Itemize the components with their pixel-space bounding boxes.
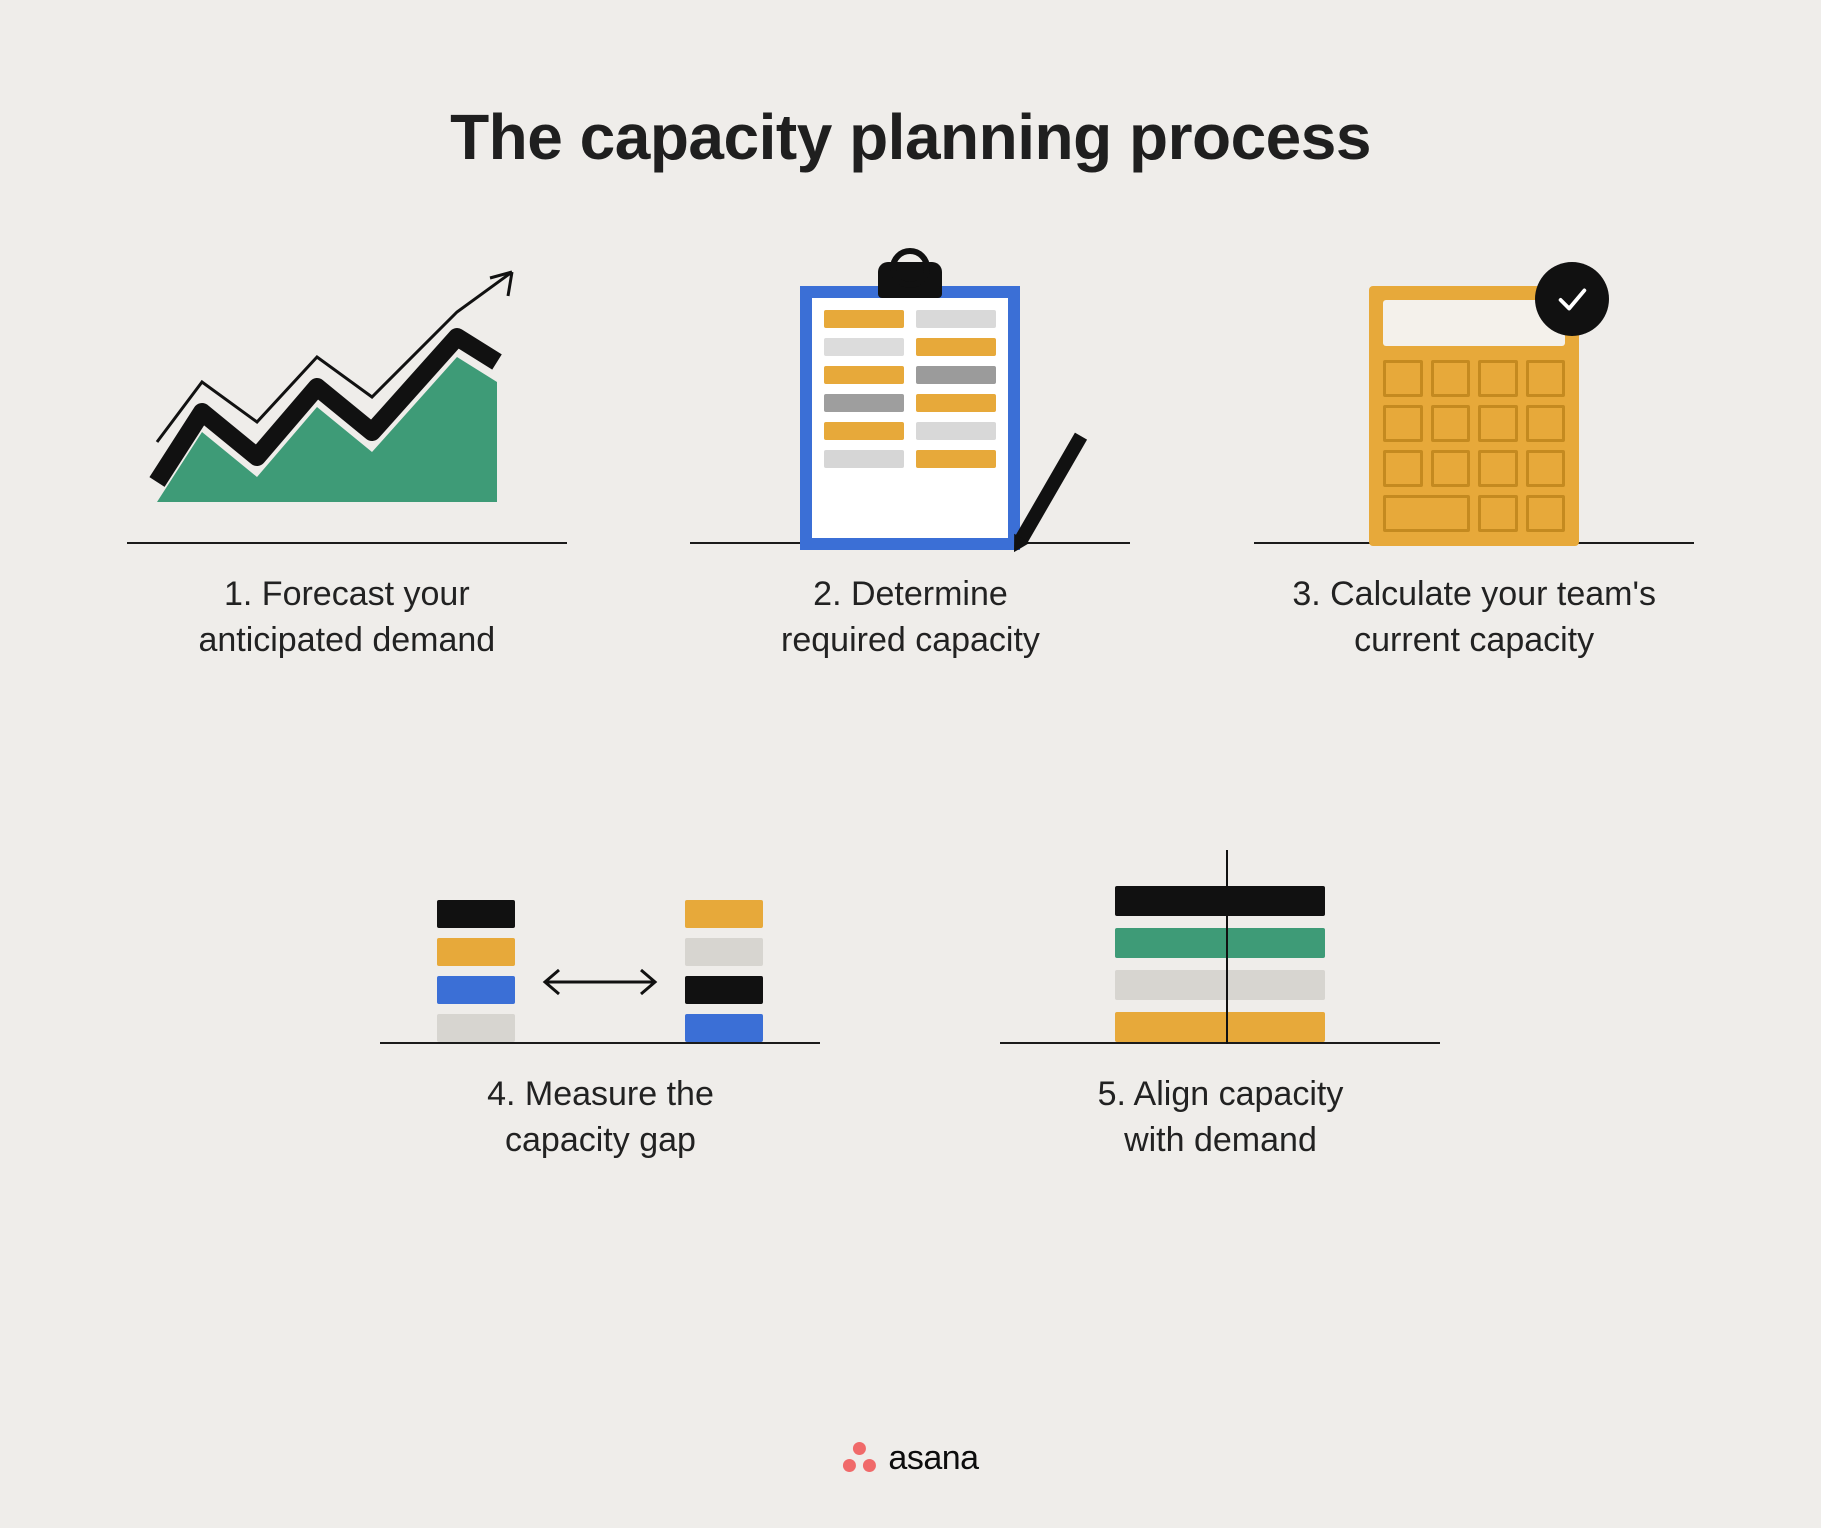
align-bar [1115,1012,1325,1042]
gap-bar [685,938,763,966]
gap-bar [437,900,515,928]
capacity-gap-icon [410,842,790,1042]
align-bar [1115,886,1325,916]
gap-left-stack [437,900,515,1042]
calculator-key [1478,405,1518,442]
growth-chart-svg [157,302,537,542]
gap-bar [437,976,515,1004]
clipboard-cell [824,394,904,412]
align-vline [1226,850,1228,1044]
steps-row-2: 4. Measure thecapacity gap 5. Align capa… [110,784,1711,1164]
page-title: The capacity planning process [450,100,1371,174]
gap-bar [685,900,763,928]
align-icon [1090,862,1350,1042]
calculator-key [1383,495,1470,532]
brand-logo: asana [842,1439,978,1478]
clipboard-cell [824,338,904,356]
step-1: 1. Forecast youranticipated demand [127,284,567,664]
step-2-illustration [690,284,1130,544]
clipboard-cell [824,450,904,468]
align-bar [1115,970,1325,1000]
calculator-key [1383,405,1423,442]
clipboard-cell [824,422,904,440]
calculator-key [1431,405,1471,442]
step-5-label: 5. Align capacitywith demand [1098,1072,1344,1164]
gap-bar [685,976,763,1004]
clipboard-cell [916,366,996,384]
gap-right-stack [685,900,763,1042]
double-arrow-icon [535,962,665,1002]
calculator-key [1383,360,1423,397]
calculator-icon [1369,286,1579,546]
step-4-illustration [380,784,820,1044]
calculator-key [1526,360,1566,397]
gap-bar [437,1014,515,1042]
pencil-icon [1015,433,1087,544]
align-bar [1115,928,1325,958]
calculator-key [1478,360,1518,397]
clipboard-icon [800,280,1020,550]
step-2: 2. Determinerequired capacity [690,284,1130,664]
step-5: 5. Align capacitywith demand [1000,784,1440,1164]
clipboard-cell [916,310,996,328]
calculator-key [1383,450,1423,487]
gap-bar [685,1014,763,1042]
step-1-label: 1. Forecast youranticipated demand [198,572,495,664]
step-3-label: 3. Calculate your team'scurrent capacity [1292,572,1656,664]
clipboard-cell [916,422,996,440]
calculator-key [1526,495,1566,532]
step-2-label: 2. Determinerequired capacity [781,572,1040,664]
calculator-key [1478,495,1518,532]
step-3: 3. Calculate your team'scurrent capacity [1254,284,1694,664]
calculator-key [1431,360,1471,397]
clipboard-cell [916,394,996,412]
growth-chart-icon [157,302,537,542]
calculator-key [1526,405,1566,442]
clipboard-cell [916,450,996,468]
infographic-page: The capacity planning process [0,0,1821,1528]
calculator-key [1431,450,1471,487]
steps-grid: 1. Forecast youranticipated demand 2. De… [110,284,1711,1164]
step-4-label: 4. Measure thecapacity gap [487,1072,714,1164]
step-4: 4. Measure thecapacity gap [380,784,820,1164]
brand-name: asana [888,1439,978,1478]
step-5-illustration [1000,784,1440,1044]
gap-bar [437,938,515,966]
clipboard-cell [916,338,996,356]
checkmark-badge-icon [1535,262,1609,336]
clipboard-cell [824,366,904,384]
asana-dots-icon [842,1442,876,1476]
clipboard-cell [824,310,904,328]
clipboard-board [800,286,1020,550]
calculator-key [1478,450,1518,487]
step-3-illustration [1254,284,1694,544]
calculator-keys [1383,360,1565,532]
step-1-illustration [127,284,567,544]
clipboard-clip [878,262,942,298]
calculator-key [1526,450,1566,487]
clipboard-cells [824,310,996,526]
